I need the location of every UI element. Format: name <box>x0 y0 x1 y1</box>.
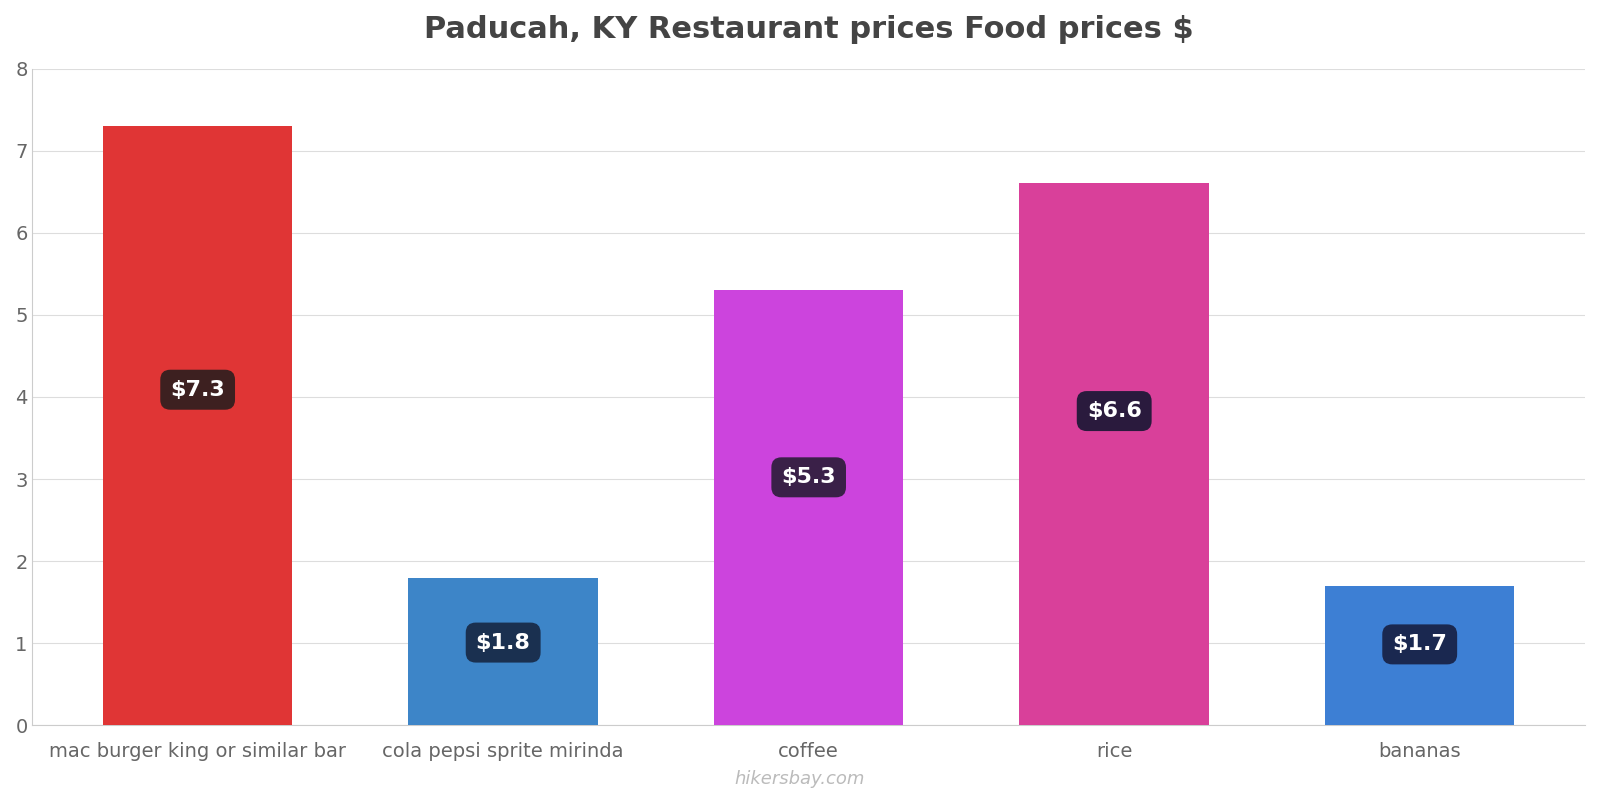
Bar <box>408 578 598 726</box>
Text: $7.3: $7.3 <box>170 380 226 400</box>
Title: Paducah, KY Restaurant prices Food prices $: Paducah, KY Restaurant prices Food price… <box>424 15 1194 44</box>
Text: $1.8: $1.8 <box>475 633 531 653</box>
Bar <box>1325 586 1515 726</box>
Bar <box>714 290 904 726</box>
Bar <box>1019 183 1210 726</box>
Text: $6.6: $6.6 <box>1086 401 1142 421</box>
Text: $1.7: $1.7 <box>1392 634 1446 654</box>
Text: $5.3: $5.3 <box>781 467 835 487</box>
Bar <box>102 126 293 726</box>
Text: hikersbay.com: hikersbay.com <box>734 770 866 788</box>
